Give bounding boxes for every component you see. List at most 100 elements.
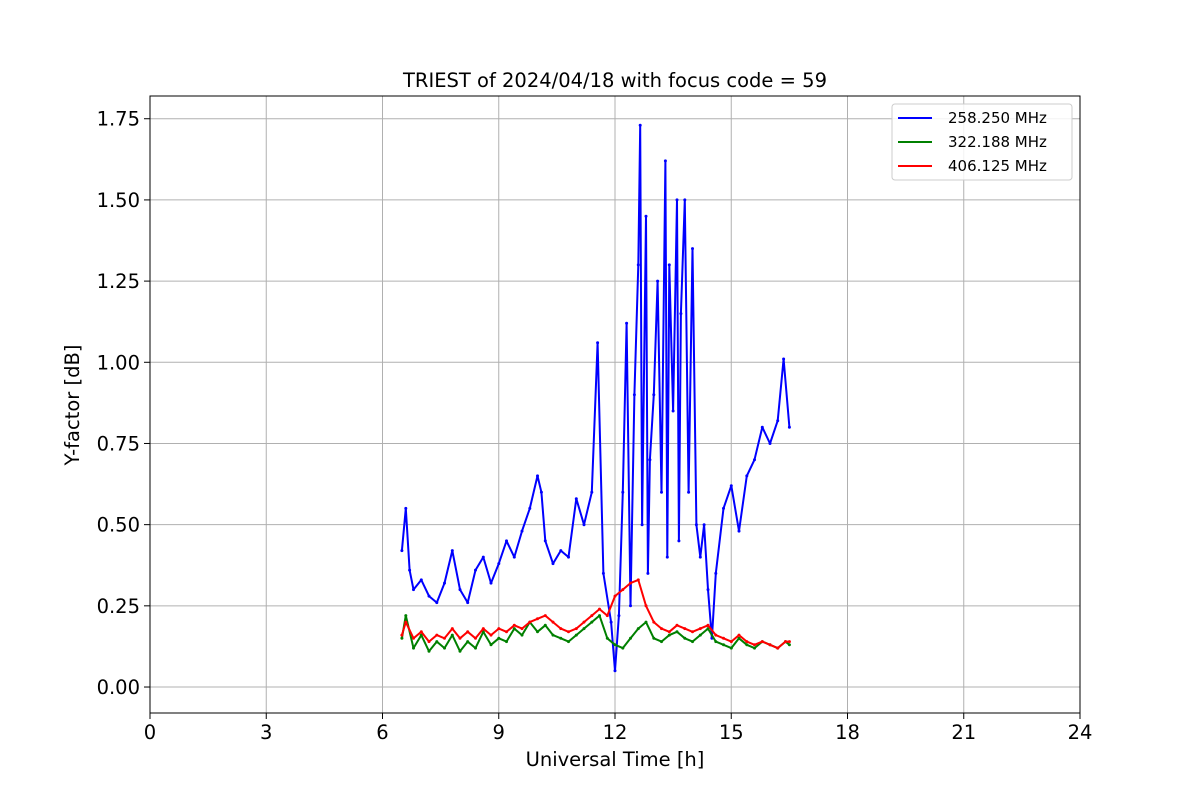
series-point [644,604,648,608]
x-tick-label: 21 [951,721,976,744]
series-point [629,636,632,640]
series-point [474,568,477,572]
series-point [687,490,691,494]
series-point [489,581,493,585]
series-point [574,497,578,501]
series-point [636,578,640,582]
series-point [512,555,516,559]
series-point [520,627,524,631]
series-point [427,594,431,598]
series-line [400,614,791,653]
series-point [551,562,555,566]
series-point [466,640,470,644]
series-point [787,643,791,647]
series-point [675,623,679,627]
series-point [404,614,408,618]
y-tick-label: 1.75 [97,108,140,131]
y-tick-label: 1.25 [97,270,140,293]
series-point [536,474,539,478]
series-point [644,620,648,624]
series-point [543,623,547,627]
series-point [737,529,741,533]
series-point [729,640,733,644]
series-point [609,620,613,624]
series-point [729,484,733,488]
series-2 [400,578,791,650]
x-tick-label: 9 [493,721,505,744]
y-tick-label: 0.50 [97,514,140,537]
series-point [652,620,656,624]
series-point [559,636,563,640]
legend-box [891,103,1073,181]
axis-ticks: 0 3 6 9 12 15 18 21 24 0.00 0.25 0.50 0.75 1.00 1.25 1.… [97,108,1093,744]
legend-entries: 258.250 MHz 322.188 MHz 406.125 MHz [898,109,1047,175]
series-point [648,458,652,462]
series-point [737,633,741,637]
series-point [419,578,423,582]
series-point [539,490,543,494]
series-point [528,506,532,510]
series-point [768,643,772,647]
y-tick-label: 1.00 [97,351,140,374]
series-point [617,614,621,618]
series-point [458,588,462,592]
series-point [753,646,756,650]
series-point [427,640,431,644]
series-point [714,571,718,575]
series-point [706,627,710,631]
series-point [474,636,477,640]
series-point [667,630,671,634]
series-point [675,630,679,634]
x-tick-label: 0 [144,721,156,744]
series-point [520,633,524,637]
series-point [640,523,644,527]
series-point [621,588,625,592]
chart-title: TRIEST of 2024/04/18 with focus code = 5… [402,69,827,92]
series-point [536,630,539,634]
y-tick-label: 0.00 [97,676,140,699]
series-point [497,627,501,631]
y-tick-label: 0.75 [97,432,140,455]
series-point [625,321,629,325]
series-point [450,549,454,553]
series-point [505,630,508,634]
y-axis-label: Y-factor [dB] [61,345,84,467]
series-point [629,581,632,585]
series-point [677,539,681,543]
series-point [450,633,454,637]
series-point [768,442,772,445]
series-point [691,630,694,634]
series-point [660,490,663,494]
series-point [694,523,698,527]
series-line [400,124,791,672]
series-point [722,636,725,640]
plot-series [400,123,791,673]
series-point [706,588,710,592]
series-point [481,627,485,631]
series-point [443,581,446,585]
series-point [663,159,667,163]
series-point [652,393,656,397]
series-point [787,425,791,429]
legend-label: 258.250 MHz [948,109,1047,127]
series-point [646,571,650,575]
y-tick-label: 1.50 [97,189,140,212]
series-point [652,636,656,640]
series-point [596,341,600,345]
series-point [400,636,404,640]
series-point [505,640,508,644]
series-point [574,633,578,637]
series-point [559,549,563,553]
series-point [590,620,594,624]
series-point [613,643,617,647]
series-point [702,523,706,527]
series-point [489,643,493,647]
series-point [729,646,733,650]
series-point [474,646,477,650]
series-point [760,425,764,429]
series-point [497,636,501,640]
series-point [644,214,648,218]
series-point [636,263,640,267]
series-point [443,646,446,650]
series-point [590,490,594,494]
